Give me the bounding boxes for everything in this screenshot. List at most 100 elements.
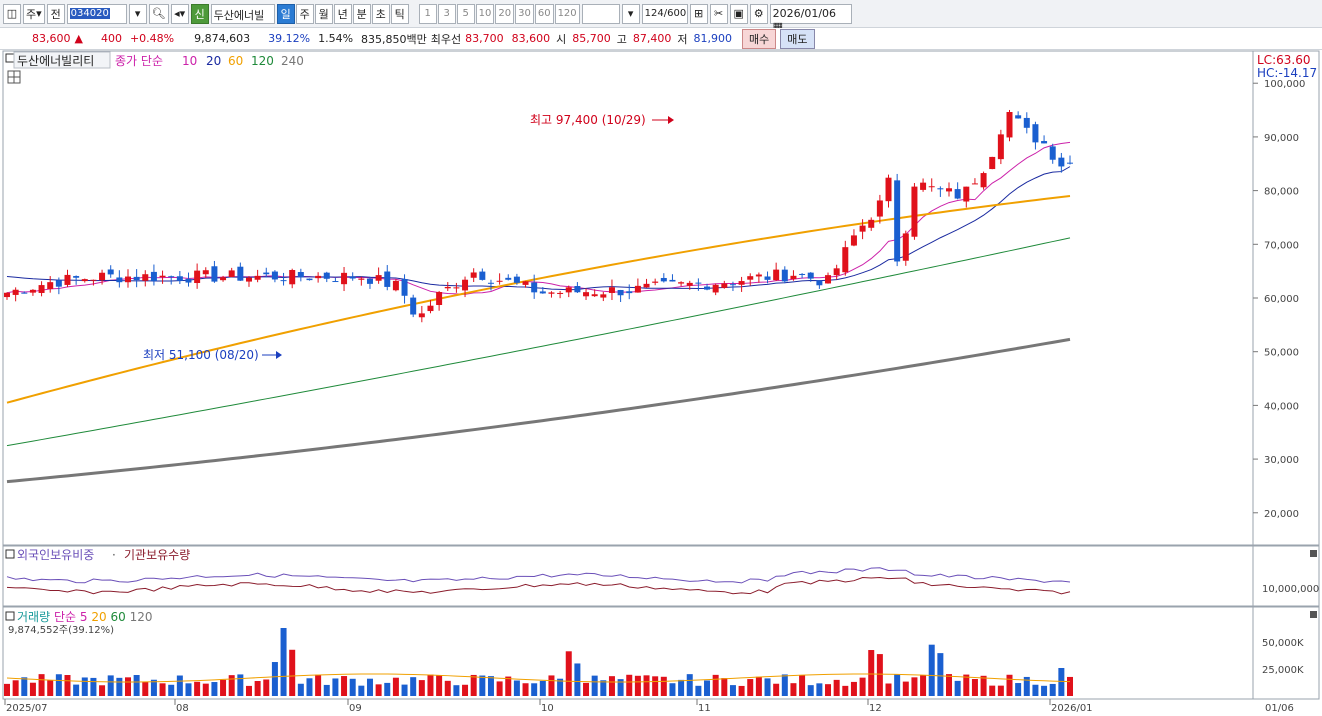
code-dropdown-icon[interactable]: ▾ [128, 3, 147, 24]
candle-body [159, 275, 166, 278]
volume-bar [842, 685, 849, 696]
save-icon[interactable]: ▣ [729, 3, 748, 24]
holding-pane[interactable] [2, 545, 1320, 607]
legend-ma120: 120 [251, 54, 274, 68]
lc-value: LC:63.60 [1257, 53, 1310, 67]
candle-body [911, 186, 918, 237]
ma20-line [6, 166, 1071, 291]
x-label-1: 08 [176, 703, 189, 714]
volume-bar [168, 684, 175, 696]
candle-body [1006, 112, 1013, 138]
y-tick-90000: 90,000 [1264, 133, 1299, 144]
market-select[interactable]: 주 ▾ [23, 3, 45, 24]
volume-bar [142, 681, 149, 696]
period-tab-5[interactable]: 초 [371, 3, 390, 24]
volume-bar [289, 649, 296, 696]
interval-tab-3[interactable]: 3 [437, 3, 456, 24]
sell-button[interactable]: 매도 [780, 28, 815, 49]
stock-chart[interactable]: 100,000 90,000 80,000 70,000 60,000 50,000 40,… [0, 50, 1322, 716]
high: 87,400 [632, 32, 672, 45]
candle-body [496, 280, 503, 282]
volume: 9,874,603 [194, 32, 251, 45]
volume-bar [850, 681, 857, 696]
y-tick-100000: 100,000 [1264, 79, 1305, 90]
window-icon[interactable]: ◫ [3, 3, 21, 24]
y-tick-80000: 80,000 [1264, 187, 1299, 198]
volume-bar [366, 678, 373, 696]
period-tab-0[interactable]: 일 [276, 3, 295, 24]
x-label-6: 2026/01 [1051, 703, 1093, 714]
buy-button[interactable]: 매수 [742, 28, 777, 49]
period-tab-3[interactable]: 년 [333, 3, 352, 24]
gear-icon[interactable]: ⚙ [749, 3, 768, 24]
close-pane-icon[interactable] [1310, 550, 1317, 557]
candle-body [12, 289, 19, 295]
volume-bar [1032, 684, 1039, 696]
volume-bar [928, 644, 935, 696]
legend-name-box[interactable] [13, 51, 111, 69]
volume-bar [626, 674, 633, 696]
new-badge[interactable]: 신 [190, 3, 209, 24]
candle-body [202, 270, 209, 275]
candle-body [548, 292, 555, 294]
speaker-icon[interactable]: ◂▾ [170, 3, 189, 24]
x-label-4: 11 [698, 703, 711, 714]
volume-bar [1049, 683, 1056, 696]
volume-bar [81, 677, 88, 696]
interval-tab-30[interactable]: 30 [515, 3, 534, 24]
candle-body [695, 282, 702, 284]
candle-body [479, 271, 486, 280]
candle-body [133, 276, 140, 281]
close-volume-pane-icon[interactable] [1310, 611, 1317, 618]
change: 400 [100, 32, 122, 45]
code-input[interactable]: 034020 [66, 3, 127, 24]
date-input[interactable]: 2026/01/06 ▦ [769, 3, 852, 33]
candle-body [21, 292, 28, 294]
interval-tab-20[interactable]: 20 [495, 3, 515, 24]
candle-icon[interactable]: ⊞ [689, 3, 708, 24]
volume-bar [4, 683, 10, 696]
volume-bar [539, 680, 546, 696]
prev-button[interactable]: 전 [46, 3, 65, 24]
quote-bar: 83,600 ▲ 400 +0.48% 9,874,603 39.12% 1.5… [0, 28, 1322, 50]
volume-bar [315, 674, 322, 696]
volume-bar [55, 674, 62, 696]
interval-tab-1[interactable]: 1 [418, 3, 437, 24]
search-icon[interactable]: 🔍︎ [148, 3, 169, 24]
volume-bar [202, 683, 209, 696]
interval-input[interactable] [581, 3, 620, 24]
legend-ma60: 60 [228, 54, 243, 68]
interval-dropdown-icon[interactable]: ▾ [621, 3, 640, 24]
price-pane[interactable] [2, 50, 1320, 546]
x-label-2: 09 [349, 703, 362, 714]
stock-name: 두산에너빌 [210, 3, 275, 24]
interval-tab-5[interactable]: 5 [456, 3, 475, 24]
period-tab-2[interactable]: 월 [314, 3, 333, 24]
volume-bar [634, 675, 641, 696]
candle-body [781, 269, 788, 282]
candle-body [729, 284, 736, 286]
candle-body [176, 276, 183, 281]
interval-tab-60[interactable]: 60 [534, 3, 554, 24]
period-tab-1[interactable]: 주 [295, 3, 314, 24]
candle-body [427, 305, 434, 312]
scissors-icon[interactable]: ✂ [709, 3, 728, 24]
volume-bar [755, 676, 762, 696]
candle-body [228, 270, 235, 278]
interval-tab-120[interactable]: 120 [554, 3, 580, 24]
volume-bar [306, 678, 313, 696]
candle-body [1032, 124, 1039, 143]
volume-bar [254, 680, 261, 696]
change-pct: +0.48% [129, 32, 175, 45]
candle-body [557, 292, 564, 294]
candle-body [185, 278, 192, 283]
candle-body [755, 274, 762, 277]
volume-bar [738, 685, 745, 696]
period-tab-6[interactable]: 틱 [390, 3, 409, 24]
period-tab-4[interactable]: 분 [352, 3, 371, 24]
count-input[interactable]: 124/600 [641, 3, 688, 24]
interval-tab-10[interactable]: 10 [475, 3, 495, 24]
volume-bar [868, 650, 875, 696]
candle-body [980, 173, 987, 188]
